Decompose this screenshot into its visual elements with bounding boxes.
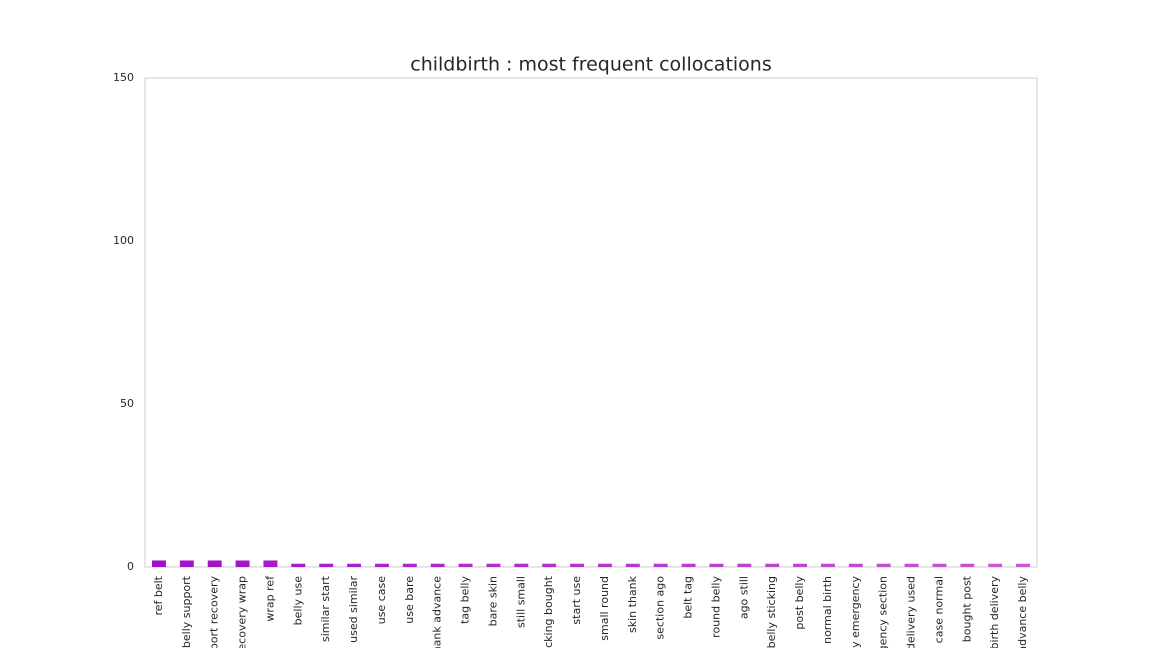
bar — [179, 560, 194, 567]
x-tick-label: belly support — [180, 575, 193, 648]
x-tick-label: tag belly — [459, 576, 472, 624]
x-tick-label: sticking bought — [542, 575, 555, 648]
x-tick-label: ref belt — [152, 575, 165, 615]
bar — [486, 563, 501, 567]
x-tick-label: belly use — [291, 576, 304, 626]
bar — [570, 563, 585, 567]
x-tick-label: round belly — [709, 576, 722, 638]
bar — [820, 563, 835, 567]
x-tick-label: ely emergency — [849, 576, 862, 648]
x-tick-label: belt tag — [682, 576, 695, 619]
x-tick-label: small round — [598, 576, 611, 641]
x-tick-label: rgency section — [877, 576, 890, 648]
x-tick-label: used similar — [347, 576, 360, 643]
bar — [319, 563, 334, 567]
x-tick-label: still small — [514, 576, 527, 628]
x-tick-label: post belly — [793, 576, 806, 630]
x-tick-label: skin thank — [626, 575, 639, 633]
bar — [291, 563, 306, 567]
x-tick-label: birth delivery — [988, 576, 1001, 648]
x-tick-label: advance belly — [1016, 576, 1029, 648]
bar — [709, 563, 724, 567]
plot-frame — [144, 77, 1038, 568]
bar — [932, 563, 947, 567]
x-tick-label: recovery wrap — [236, 576, 249, 648]
bar — [653, 563, 668, 567]
bar — [960, 563, 975, 567]
bar — [458, 563, 473, 567]
bar — [151, 560, 166, 567]
y-tick-label: 150 — [113, 71, 134, 84]
bar — [514, 563, 529, 567]
bar — [347, 563, 362, 567]
bar — [1016, 563, 1031, 567]
bar — [402, 563, 417, 567]
chart-title: childbirth : most frequent collocations — [410, 54, 771, 76]
bar — [235, 560, 250, 567]
y-tick-label: 0 — [127, 560, 134, 573]
x-tick-label: wrap ref — [263, 575, 276, 622]
x-tick-label: bought post — [960, 575, 973, 642]
bar — [263, 560, 278, 567]
bar — [374, 563, 389, 567]
x-tick-label: thank advance — [431, 576, 444, 648]
x-tick-label: similar start — [319, 575, 332, 642]
bar — [207, 560, 222, 567]
bar — [681, 563, 696, 567]
x-tick-label: use bare — [403, 576, 416, 624]
bar — [765, 563, 780, 567]
x-tick-label: use case — [375, 576, 388, 624]
bar — [542, 563, 557, 567]
bar — [597, 563, 612, 567]
x-tick-label: belly sticking — [765, 576, 778, 648]
bar — [988, 563, 1003, 567]
x-tick-label: pport recovery — [208, 576, 221, 648]
bar — [876, 563, 891, 567]
x-tick-label: normal birth — [821, 576, 834, 644]
y-tick-label: 50 — [120, 397, 134, 410]
x-tick-label: section ago — [654, 576, 667, 640]
bar — [793, 563, 808, 567]
y-tick-label: 100 — [113, 234, 134, 247]
x-tick-label: delivery used — [905, 576, 918, 648]
x-tick-label: start use — [570, 576, 583, 625]
bar — [430, 563, 445, 567]
bar — [848, 563, 863, 567]
x-tick-label: ago still — [737, 576, 750, 619]
x-tick-label: bare skin — [486, 576, 499, 626]
bar — [625, 563, 640, 567]
bar — [904, 563, 919, 567]
bar — [737, 563, 752, 567]
x-tick-label: case normal — [932, 576, 945, 643]
